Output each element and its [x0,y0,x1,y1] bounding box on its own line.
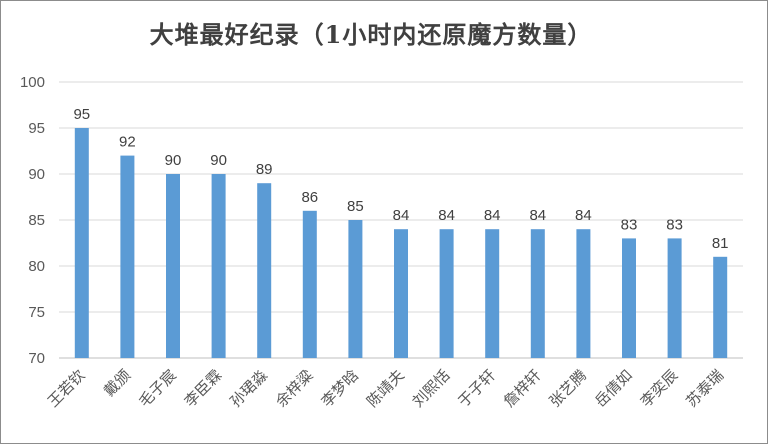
data-label: 83 [666,216,683,233]
data-label: 84 [484,207,501,224]
x-tick-label: 戴颁 [100,366,134,400]
data-label: 84 [438,207,455,224]
bar [576,229,591,358]
y-tick-label: 70 [28,350,45,367]
bar [530,229,545,358]
data-label: 84 [529,207,546,224]
x-tick-label: 余梓粱 [272,366,317,411]
data-label: 90 [210,152,227,169]
bar [439,229,454,358]
bar [622,238,636,358]
bar [302,210,317,358]
y-tick-label: 95 [28,120,45,137]
y-tick-label: 75 [28,304,45,321]
x-tick-label: 苏泰瑞 [682,366,727,411]
data-label: 86 [301,189,318,206]
x-tick-label: 于子轩 [454,366,499,411]
data-label: 95 [73,106,90,123]
bar [120,155,135,358]
x-tick-label: 詹梓轩 [500,366,545,411]
y-tick-label: 90 [28,166,45,183]
bar [211,174,226,358]
bar [348,220,363,358]
data-label: 83 [621,216,638,233]
bar [394,229,408,358]
bar [257,183,272,358]
x-tick-label: 岳倩如 [591,366,636,411]
bar [485,229,500,358]
x-tick-label: 张艺腾 [546,366,591,411]
bar [166,174,180,358]
y-tick-label: 85 [28,212,45,229]
x-tick-label: 李奕辰 [637,366,682,411]
bar [713,256,728,358]
x-tick-label: 毛子宸 [135,366,180,411]
x-tick-label: 陈靖夫 [363,366,408,411]
data-label: 92 [119,134,136,151]
data-label: 84 [575,207,592,224]
data-label: 89 [256,161,273,178]
bar [74,128,89,358]
bar [667,238,682,358]
x-tick-label: 李臣霖 [181,366,226,411]
data-label: 90 [165,152,182,169]
chart-title: 大堆最好纪录（1小时内还原魔方数量） [149,20,593,49]
x-tick-label: 刘熙恬 [409,366,454,411]
x-tick-label: 孙珺淼 [226,366,271,411]
data-label: 81 [712,235,729,252]
x-tick-label: 李梦晗 [318,366,363,411]
x-tick-label: 王若钦 [44,366,89,411]
y-tick-label: 80 [28,258,45,275]
y-tick-label: 100 [20,74,45,91]
data-label: 84 [393,207,410,224]
data-label: 85 [347,198,364,215]
